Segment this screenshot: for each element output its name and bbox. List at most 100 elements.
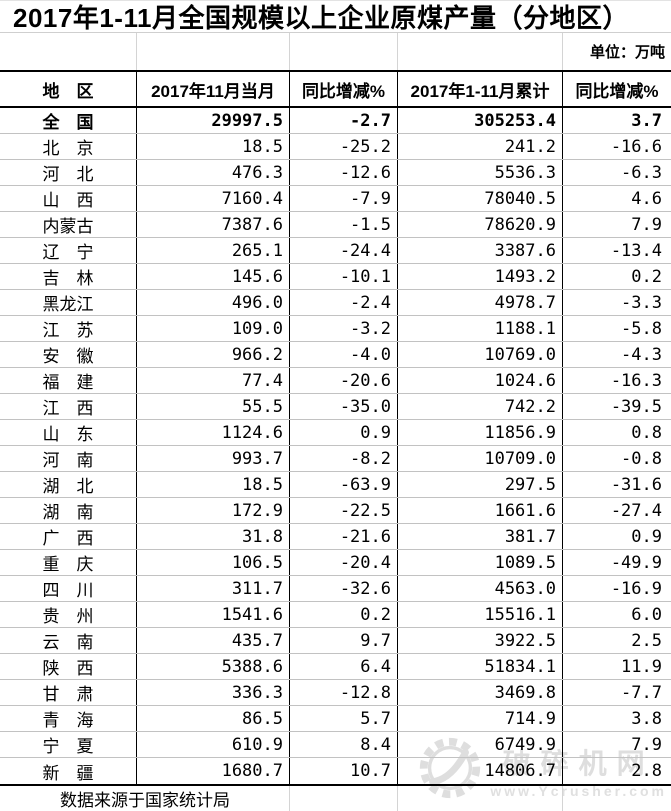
cum-yoy-cell: 11.9 <box>621 656 662 677</box>
nov-yoy-cell: -35.0 <box>290 394 398 419</box>
table-row: 湖 南 172.9 -22.5 1661.6 -27.4 <box>0 498 671 524</box>
nov-yoy-cell: -7.9 <box>290 186 398 211</box>
header-nov-value: 2017年11月当月 <box>137 72 290 106</box>
cum-yoy-cell: -4.3 <box>621 344 662 365</box>
cum-value-cell: 1188.1 <box>398 316 563 341</box>
region-cell: 江 苏 <box>0 316 137 341</box>
footer-spacer <box>290 786 398 811</box>
region-cell: 贵 州 <box>0 602 137 627</box>
cum-yoy-cell: -31.6 <box>610 474 662 495</box>
table-row: 江 苏 109.0 -3.2 1188.1 -5.8 <box>0 316 671 342</box>
nov-yoy-cell: -25.2 <box>290 134 398 159</box>
nov-yoy-cell: -32.6 <box>290 576 398 601</box>
cum-yoy-cell: 7.9 <box>631 734 662 755</box>
nov-yoy-cell: -2.4 <box>290 290 398 315</box>
nov-yoy-cell: 0.9 <box>290 420 398 445</box>
table-row: 全 国 29997.5 -2.7 305253.4 3.7 <box>0 108 671 134</box>
table-row: 河 南 993.7 -8.2 10709.0 -0.8 <box>0 446 671 472</box>
cum-yoy-cell: -0.8 <box>621 448 662 469</box>
table-row: 安 徽 966.2 -4.0 10769.0 -4.3 <box>0 342 671 368</box>
cum-yoy-cell: 7.9 <box>631 214 662 235</box>
nov-value-cell: 1541.6 <box>137 602 290 627</box>
cum-value-cell: 4978.7 <box>398 290 563 315</box>
region-cell: 江 西 <box>0 394 137 419</box>
table-row: 四 川 311.7 -32.6 4563.0 -16.9 <box>0 576 671 602</box>
table-row: 甘 肃 336.3 -12.8 3469.8 -7.7 <box>0 680 671 706</box>
table-row: 北 京 18.5 -25.2 241.2 -16.6 <box>0 134 671 160</box>
region-cell: 北 京 <box>0 134 137 159</box>
nov-yoy-cell: 8.4 <box>290 732 398 757</box>
region-cell: 湖 北 <box>0 472 137 497</box>
header-nov-yoy: 同比增减% <box>290 72 398 106</box>
table-row: 内蒙古 7387.6 -1.5 78620.9 7.9 <box>0 212 671 238</box>
nov-yoy-cell: -22.5 <box>290 498 398 523</box>
cum-value-cell: 5536.3 <box>398 160 563 185</box>
nov-value-cell: 172.9 <box>137 498 290 523</box>
cum-yoy-cell: -49.9 <box>610 552 662 573</box>
nov-value-cell: 336.3 <box>137 680 290 705</box>
cum-yoy-cell: 0.9 <box>631 526 662 547</box>
cum-value-cell: 1661.6 <box>398 498 563 523</box>
cum-yoy-cell: 3.7 <box>631 110 662 131</box>
nov-yoy-cell: -3.2 <box>290 316 398 341</box>
cum-value-cell: 3469.8 <box>398 680 563 705</box>
nov-value-cell: 496.0 <box>137 290 290 315</box>
region-cell: 陕 西 <box>0 654 137 679</box>
header-cum-value: 2017年1-11月累计 <box>398 72 563 106</box>
region-cell: 湖 南 <box>0 498 137 523</box>
nov-value-cell: 18.5 <box>137 134 290 159</box>
nov-yoy-cell: -24.4 <box>290 238 398 263</box>
table-row: 重 庆 106.5 -20.4 1089.5 -49.9 <box>0 550 671 576</box>
region-cell: 福 建 <box>0 368 137 393</box>
unit-row-spacer <box>137 33 290 70</box>
region-cell: 山 东 <box>0 420 137 445</box>
nov-yoy-cell: -8.2 <box>290 446 398 471</box>
nov-value-cell: 106.5 <box>137 550 290 575</box>
header-region: 地 区 <box>0 72 137 106</box>
nov-value-cell: 18.5 <box>137 472 290 497</box>
nov-value-cell: 7160.4 <box>137 186 290 211</box>
cum-value-cell: 381.7 <box>398 524 563 549</box>
region-cell: 宁 夏 <box>0 732 137 757</box>
region-cell: 山 西 <box>0 186 137 211</box>
nov-value-cell: 993.7 <box>137 446 290 471</box>
cum-yoy-cell: -16.6 <box>610 136 662 157</box>
table-row: 山 东 1124.6 0.9 11856.9 0.8 <box>0 420 671 446</box>
table-body: 全 国 29997.5 -2.7 305253.4 3.7 北 京 18.5 -… <box>0 108 671 784</box>
cum-yoy-cell: -3.3 <box>621 292 662 313</box>
cum-value-cell: 742.2 <box>398 394 563 419</box>
nov-value-cell: 5388.6 <box>137 654 290 679</box>
table-row: 宁 夏 610.9 8.4 6749.9 7.9 <box>0 732 671 758</box>
cum-yoy-cell: 0.8 <box>631 422 662 443</box>
nov-yoy-cell: -4.0 <box>290 342 398 367</box>
cum-value-cell: 714.9 <box>398 706 563 731</box>
unit-row-spacer <box>398 33 563 70</box>
table-row: 青 海 86.5 5.7 714.9 3.8 <box>0 706 671 732</box>
cum-yoy-cell: 6.0 <box>631 604 662 625</box>
table-row: 江 西 55.5 -35.0 742.2 -39.5 <box>0 394 671 420</box>
cum-value-cell: 6749.9 <box>398 732 563 757</box>
cum-value-cell: 241.2 <box>398 134 563 159</box>
cum-value-cell: 1024.6 <box>398 368 563 393</box>
cum-value-cell: 305253.4 <box>398 108 563 133</box>
cum-yoy-cell: -16.3 <box>610 370 662 391</box>
table-row: 山 西 7160.4 -7.9 78040.5 4.6 <box>0 186 671 212</box>
region-cell: 云 南 <box>0 628 137 653</box>
unit-label: 单位：万吨 <box>589 44 665 61</box>
nov-yoy-cell: -20.6 <box>290 368 398 393</box>
table-row: 吉 林 145.6 -10.1 1493.2 0.2 <box>0 264 671 290</box>
cum-value-cell: 1493.2 <box>398 264 563 289</box>
region-cell: 新 疆 <box>0 758 137 784</box>
cum-yoy-cell: 0.2 <box>631 266 662 287</box>
nov-value-cell: 311.7 <box>137 576 290 601</box>
unit-row-spacer <box>290 33 398 70</box>
page-title: 2017年1-11月全国规模以上企业原煤产量（分地区） <box>13 3 629 33</box>
nov-yoy-cell: 9.7 <box>290 628 398 653</box>
cum-yoy-cell: -16.9 <box>610 578 662 599</box>
cum-yoy-cell: 2.8 <box>631 761 662 781</box>
cum-value-cell: 11856.9 <box>398 420 563 445</box>
footer-row: 数据来源于国家统计局 <box>0 784 671 811</box>
nov-value-cell: 1124.6 <box>137 420 290 445</box>
nov-value-cell: 55.5 <box>137 394 290 419</box>
